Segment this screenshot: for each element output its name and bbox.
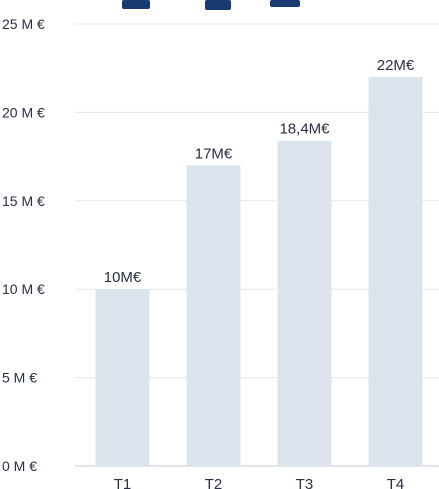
x-axis-ticks: T1 T2 T3 T4 [114, 476, 405, 489]
data-label: 17M€ [195, 145, 233, 162]
bar-t1 [95, 289, 150, 466]
bars [95, 77, 423, 467]
data-label: 22M€ [377, 57, 415, 74]
data-label: 18,4M€ [279, 121, 330, 138]
bar-t4 [368, 77, 423, 466]
y-tick-label: 20 M € [2, 104, 45, 120]
y-tick-label: 15 M € [2, 193, 45, 209]
x-tick-label: T3 [296, 476, 314, 489]
data-labels: 10M€ 17M€ 18,4M€ 22M€ [104, 57, 415, 286]
x-tick-label: T2 [205, 476, 223, 489]
y-tick-label: 0 M € [2, 458, 37, 474]
x-tick-label: T4 [387, 476, 405, 489]
bar-t3 [277, 140, 332, 467]
y-axis-ticks: 0 M € 5 M € 10 M € 15 M € 20 M € 25 M € [2, 16, 45, 474]
bar-t2 [186, 165, 241, 466]
data-label: 10M€ [104, 269, 142, 286]
y-tick-label: 10 M € [2, 281, 45, 297]
x-tick-label: T1 [114, 476, 132, 489]
y-tick-label: 5 M € [2, 370, 37, 386]
y-tick-label: 25 M € [2, 16, 45, 32]
title-fragment [122, 0, 300, 10]
